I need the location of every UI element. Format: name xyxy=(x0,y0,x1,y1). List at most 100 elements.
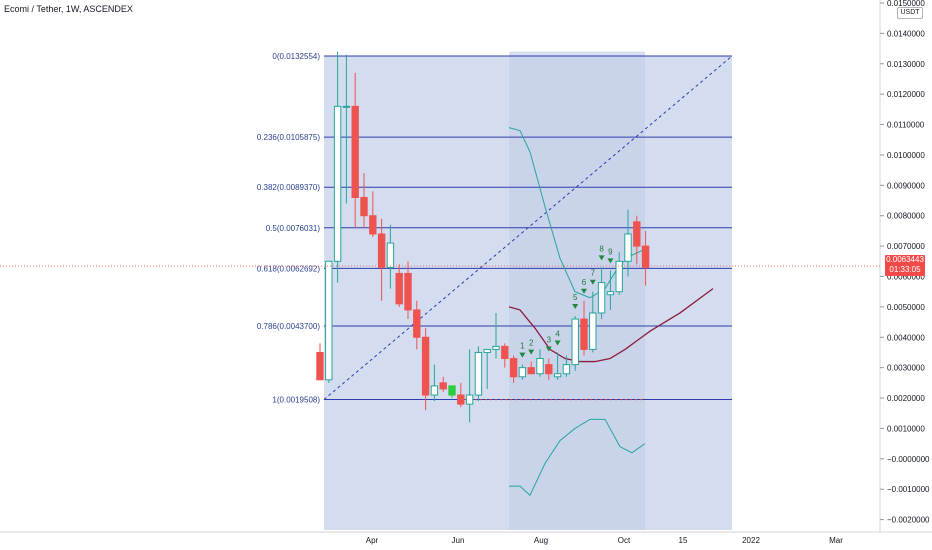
candle-body xyxy=(536,358,544,375)
y-tick-label: 0.0110000 xyxy=(887,121,925,130)
candle-body xyxy=(439,382,447,390)
td-down-arrow xyxy=(545,346,552,352)
y-tick-label: 0.0060000 xyxy=(887,272,925,281)
td-count-label: 2 xyxy=(529,339,534,348)
td-down-arrow xyxy=(589,279,596,285)
x-tick-label: 15 xyxy=(679,536,688,545)
td-down-arrow xyxy=(554,340,561,346)
y-tick-label: 0.0120000 xyxy=(887,90,925,99)
candle-body xyxy=(395,272,403,305)
candle-body xyxy=(633,221,641,247)
x-tick-label: 2022 xyxy=(742,536,760,545)
candle-body xyxy=(360,196,368,217)
candle-body xyxy=(465,394,474,405)
td-down-arrow xyxy=(581,288,587,294)
y-tick-label: 0.0010000 xyxy=(887,424,925,433)
td-sequential-markers: 1 2 34 567 8 9 xyxy=(519,244,614,358)
bollinger-upper-band xyxy=(508,127,646,299)
y-tick-label: 0.0020000 xyxy=(887,394,925,403)
candle-body xyxy=(483,348,491,353)
fib-level-label: 0.5(0.0076031) xyxy=(266,224,321,233)
y-tick-label: 0.0080000 xyxy=(887,212,925,221)
candle-body xyxy=(606,291,615,296)
candle-body xyxy=(597,282,606,314)
candle-body xyxy=(501,345,509,360)
candle-body xyxy=(615,260,623,293)
x-tick-label: Mar xyxy=(829,536,843,545)
candle-body xyxy=(404,272,412,311)
y-tick-label: −0.0010000 xyxy=(887,485,930,494)
candle-body xyxy=(518,367,527,378)
candle-body xyxy=(448,385,456,396)
td-count-label: 8 xyxy=(599,244,604,253)
chart-title: Ecomi / Tether, 1W, ASCENDEX xyxy=(4,4,133,14)
candle-body xyxy=(545,364,553,375)
td-down-arrow xyxy=(598,255,605,261)
moving-average-line xyxy=(508,288,714,363)
candle-body xyxy=(527,367,535,375)
candles xyxy=(316,51,650,423)
candle-body xyxy=(351,105,359,198)
fib-level-label: 1(0.0019508) xyxy=(272,396,320,405)
x-tick-label: Aug xyxy=(534,536,548,545)
bollinger-lower-band xyxy=(509,418,646,497)
fib-level-label: 0.618(0.0062692) xyxy=(257,264,321,273)
candle-body xyxy=(325,260,333,381)
td-count-label: 7 xyxy=(591,269,596,278)
y-tick-label: 0.0050000 xyxy=(887,303,925,312)
candle-body xyxy=(553,373,562,378)
td-count-label: 9 xyxy=(608,247,613,256)
td-down-arrow xyxy=(572,303,579,309)
td-down-arrow xyxy=(607,258,614,264)
candle-body xyxy=(342,105,351,108)
y-tick-label: 0.0100000 xyxy=(887,151,925,160)
y-tick-label: 0.0150000 xyxy=(887,0,925,8)
last-price-value: 0.0063443 xyxy=(886,255,924,264)
td-count-label: 4 xyxy=(555,329,560,338)
background-layer xyxy=(324,51,732,530)
bar-countdown: 01:33:05 xyxy=(889,265,921,274)
td-count-label: 5 xyxy=(573,293,578,302)
candle-body xyxy=(474,351,483,396)
candle-body xyxy=(641,245,650,268)
candle-body xyxy=(457,394,465,405)
fib-level-label: 0.786(0.0043700) xyxy=(257,322,321,331)
fib-level-label: 0.382(0.0089370) xyxy=(257,183,321,192)
candle-body xyxy=(571,318,579,366)
last-price-tag: 0.0063443 01:33:05 xyxy=(885,255,925,276)
candle-body xyxy=(589,312,597,350)
td-down-arrow xyxy=(528,349,535,355)
y-tick-label: 0.0140000 xyxy=(887,29,925,38)
y-tick-label: 0.0090000 xyxy=(887,181,925,190)
candle-body xyxy=(333,105,342,262)
td-down-arrow xyxy=(519,352,526,358)
candle-body xyxy=(509,358,518,378)
bollinger-zone-background xyxy=(509,51,645,530)
fib-level-label: 0.236(0.0105875) xyxy=(257,133,321,142)
candle-body xyxy=(421,336,430,396)
fib-trend-line xyxy=(323,55,733,400)
y-tick-label: 0.0070000 xyxy=(887,242,925,251)
x-tick-label: Oct xyxy=(618,536,631,545)
fibonacci-retracement: 0(0.0132554) 0.236(0.0105875) 0.382(0.0089… xyxy=(257,52,733,405)
y-tick-label: −0.0000000 xyxy=(887,455,930,464)
x-tick-label: Jun xyxy=(452,536,465,545)
y-tick-label: −0.0020000 xyxy=(887,516,930,525)
candle-body xyxy=(430,385,439,396)
td-count-label: 1 xyxy=(520,342,525,351)
candle-body xyxy=(377,233,386,268)
currency-unit-badge[interactable]: USDT xyxy=(897,7,923,19)
candle-body xyxy=(316,351,324,381)
candle-body xyxy=(492,345,500,350)
y-tick-label: 0.0040000 xyxy=(887,333,925,342)
x-tick-label: Apr xyxy=(366,536,379,545)
candle-body xyxy=(413,309,421,338)
candle-body xyxy=(369,215,377,235)
td-count-label: 6 xyxy=(582,278,587,287)
candle-body xyxy=(386,242,395,268)
td-count-label: 3 xyxy=(547,336,552,345)
y-tick-label: 0.0030000 xyxy=(887,364,925,373)
candle-body xyxy=(580,318,588,350)
